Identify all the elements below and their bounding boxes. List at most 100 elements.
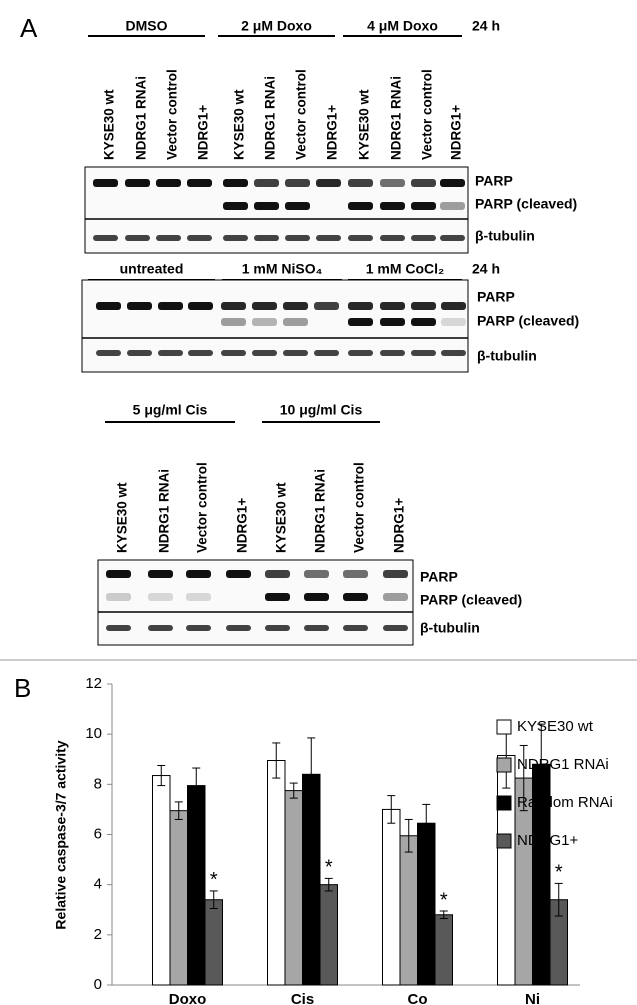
band bbox=[96, 302, 121, 310]
band bbox=[304, 570, 329, 578]
significance-mark: * bbox=[210, 869, 218, 891]
band bbox=[93, 235, 118, 241]
band bbox=[441, 350, 466, 356]
band bbox=[348, 179, 373, 187]
band bbox=[106, 570, 131, 578]
band bbox=[380, 350, 405, 356]
bar bbox=[187, 785, 206, 986]
band bbox=[314, 302, 339, 310]
band-label: β-tubulin bbox=[420, 620, 480, 636]
band bbox=[186, 570, 211, 578]
lane-label: KYSE30 wt bbox=[357, 89, 372, 160]
band bbox=[106, 593, 131, 601]
band bbox=[440, 202, 465, 210]
band bbox=[252, 350, 277, 356]
bar bbox=[267, 760, 286, 986]
band bbox=[186, 625, 211, 631]
band bbox=[125, 235, 150, 241]
band bbox=[380, 318, 405, 326]
legend-label: NDRG1+ bbox=[517, 832, 579, 849]
band bbox=[348, 202, 373, 210]
band bbox=[411, 179, 436, 187]
band bbox=[411, 235, 436, 241]
y-tick-label: 8 bbox=[94, 775, 102, 792]
band bbox=[156, 235, 181, 241]
x-tick-label: Doxo bbox=[169, 991, 207, 1005]
band bbox=[254, 202, 279, 210]
bar bbox=[319, 884, 338, 986]
bar bbox=[382, 808, 401, 986]
time-label: 24 h bbox=[472, 261, 500, 277]
bar bbox=[204, 899, 223, 986]
bar bbox=[434, 914, 453, 986]
band bbox=[148, 593, 173, 601]
band bbox=[380, 302, 405, 310]
lane-label: KYSE30 wt bbox=[102, 89, 117, 160]
band bbox=[285, 202, 310, 210]
band bbox=[348, 350, 373, 356]
band bbox=[186, 593, 211, 601]
band bbox=[383, 625, 408, 631]
legend-swatch bbox=[496, 757, 512, 773]
band bbox=[343, 570, 368, 578]
lane-label: Vector control bbox=[165, 69, 180, 160]
lane-label: Vector control bbox=[294, 69, 309, 160]
group-label: DMSO bbox=[126, 18, 168, 34]
y-axis-label: Relative caspase-3/7 activity bbox=[53, 740, 69, 929]
y-tick-label: 2 bbox=[94, 926, 102, 943]
significance-mark: * bbox=[325, 857, 333, 879]
band bbox=[316, 179, 341, 187]
legend-swatch bbox=[496, 719, 512, 735]
band bbox=[440, 179, 465, 187]
band bbox=[441, 318, 466, 326]
group-label: 1 mM CoCl₂ bbox=[366, 261, 445, 277]
bar bbox=[152, 775, 171, 986]
x-tick-label: Cis bbox=[291, 991, 314, 1005]
band bbox=[285, 179, 310, 187]
lane-label: Vector control bbox=[195, 462, 210, 553]
band-label: β-tubulin bbox=[477, 348, 537, 364]
bar bbox=[284, 790, 303, 986]
y-tick-label: 0 bbox=[94, 976, 102, 993]
band bbox=[188, 350, 213, 356]
band bbox=[348, 235, 373, 241]
lane-label: NDRG1 RNAi bbox=[263, 76, 278, 160]
group-label: 10 μg/ml Cis bbox=[280, 402, 363, 418]
band bbox=[158, 350, 183, 356]
band bbox=[187, 179, 212, 187]
band bbox=[383, 593, 408, 601]
band bbox=[380, 235, 405, 241]
x-tick-label: Co bbox=[408, 991, 428, 1005]
band bbox=[304, 625, 329, 631]
band bbox=[254, 235, 279, 241]
band bbox=[221, 318, 246, 326]
band bbox=[348, 302, 373, 310]
band bbox=[441, 302, 466, 310]
band bbox=[283, 302, 308, 310]
band bbox=[252, 318, 277, 326]
band bbox=[223, 179, 248, 187]
band bbox=[380, 202, 405, 210]
panel-label: B bbox=[14, 673, 31, 703]
time-label: 24 h bbox=[472, 18, 500, 34]
legend-swatch bbox=[496, 833, 512, 849]
band-label: β-tubulin bbox=[475, 228, 535, 244]
band bbox=[156, 179, 181, 187]
y-tick-label: 6 bbox=[94, 825, 102, 842]
lane-label: NDRG1+ bbox=[235, 498, 250, 553]
band bbox=[221, 302, 246, 310]
legend-label: NDRG1 RNAi bbox=[517, 756, 609, 773]
band bbox=[223, 235, 248, 241]
band bbox=[148, 570, 173, 578]
band bbox=[343, 625, 368, 631]
significance-mark: * bbox=[555, 862, 563, 884]
band bbox=[221, 350, 246, 356]
band-label: PARP (cleaved) bbox=[420, 592, 522, 608]
band bbox=[187, 235, 212, 241]
band bbox=[283, 350, 308, 356]
band bbox=[285, 235, 310, 241]
band bbox=[158, 302, 183, 310]
band bbox=[314, 350, 339, 356]
band-label: PARP bbox=[477, 289, 515, 305]
